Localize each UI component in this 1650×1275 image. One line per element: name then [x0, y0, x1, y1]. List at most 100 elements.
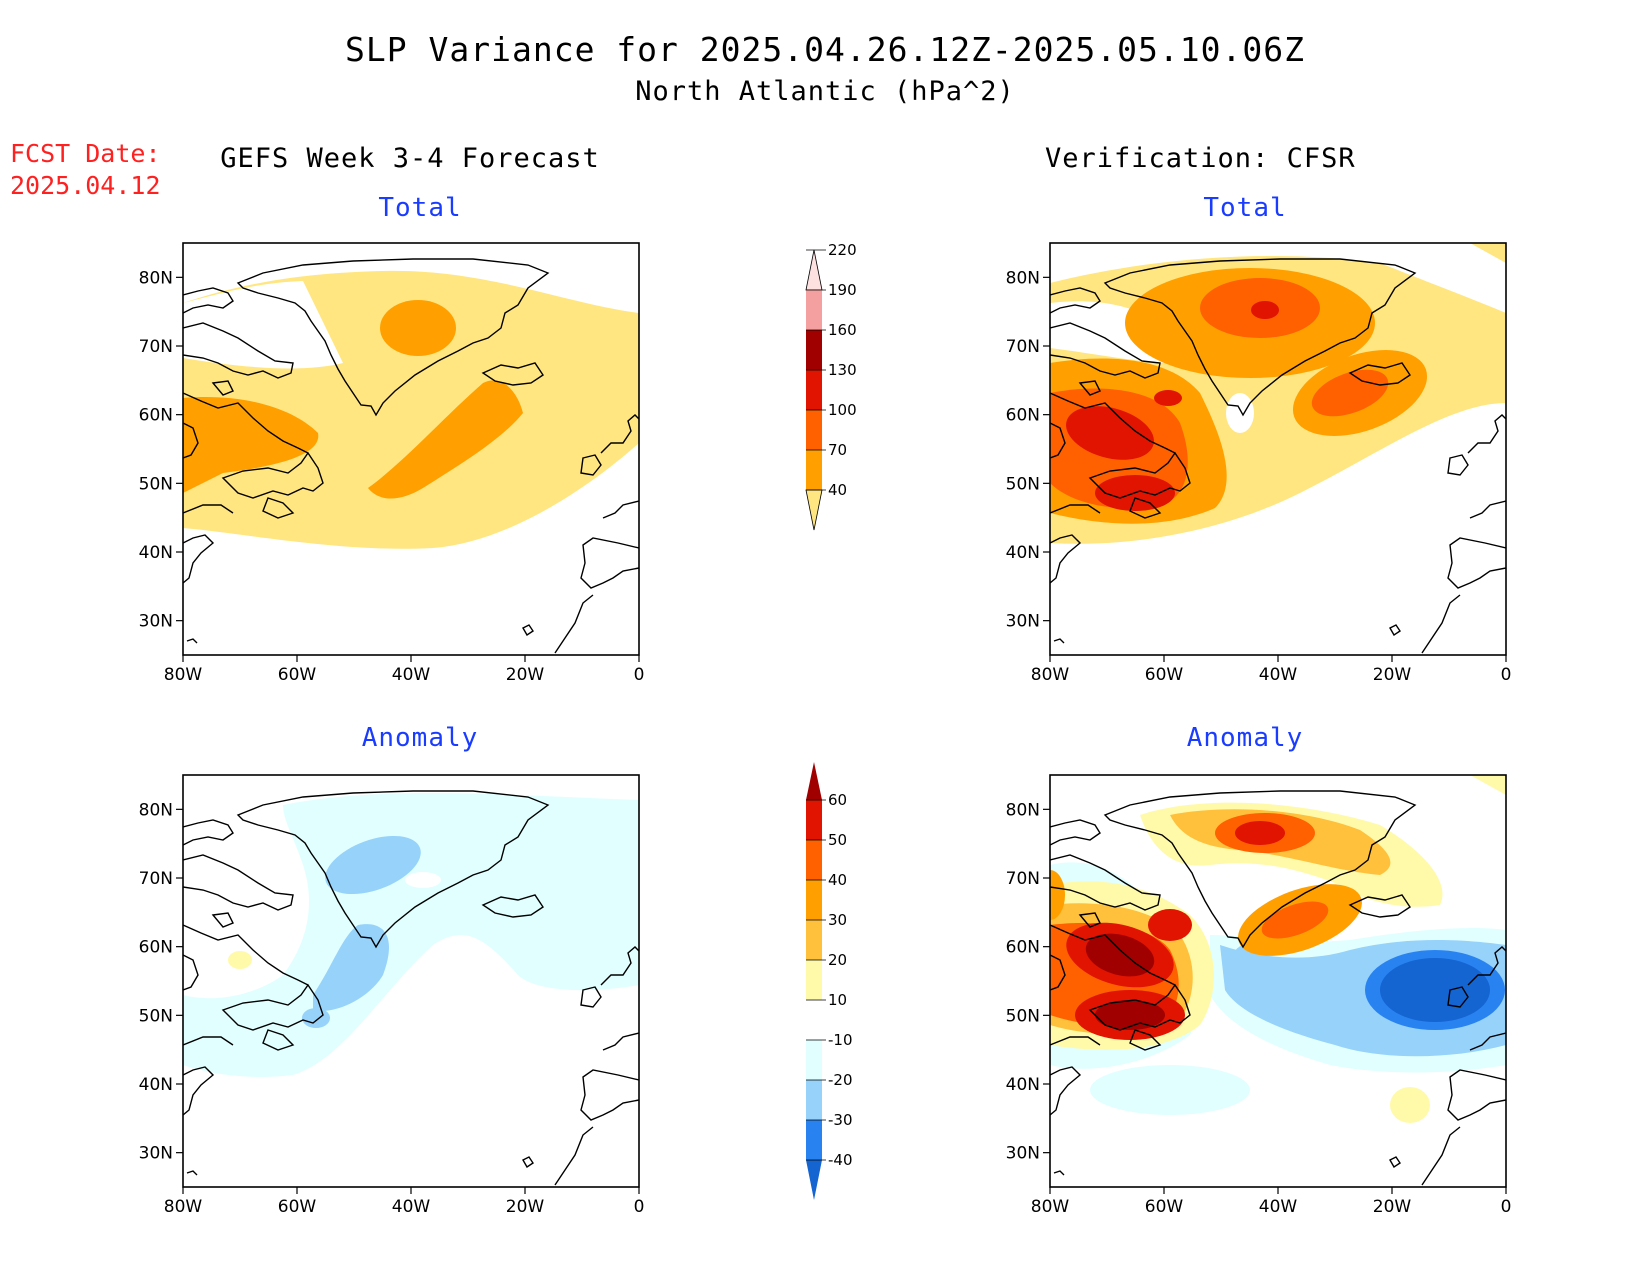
panel-gefs-total: 80N 70N 60N 50N 40N 30N 80W 60W 40W 20W 0	[139, 242, 645, 685]
lat-tick-label: 60N	[1006, 406, 1040, 426]
lon-tick-label: 40W	[392, 665, 431, 685]
colorbar-segment	[806, 880, 822, 920]
contour-region	[1470, 775, 1506, 795]
colorbar-label: 20	[828, 951, 847, 969]
contour-region	[1380, 958, 1490, 1022]
lon-tick-label: 40W	[1259, 1197, 1298, 1217]
panel-label-total-left: Total	[378, 193, 462, 223]
colorbar-segment	[806, 920, 822, 960]
contour-region	[183, 397, 319, 493]
lat-tick-label: 40N	[1006, 1075, 1040, 1095]
right-column-title: Verification: CFSR	[1045, 143, 1356, 174]
colorbar-anomaly: -40 -30 -20 -10 10 20 30 40 50 60	[806, 762, 853, 1200]
lat-tick-label: 40N	[1006, 543, 1040, 563]
colorbar-label: 30	[828, 911, 847, 929]
contour-region	[1235, 821, 1285, 845]
lat-tick-label: 50N	[139, 1006, 173, 1026]
colorbar-segment	[806, 450, 822, 490]
panel-gefs-anomaly: 80N 70N 60N 50N 40N 30N 80W 60W 40W 20W 0	[139, 774, 645, 1217]
lat-tick-label: 70N	[139, 869, 173, 889]
contour-region	[1261, 901, 1329, 939]
contour-region	[1226, 393, 1254, 433]
contour-region	[313, 924, 389, 1011]
colorbar-label: 130	[828, 361, 857, 379]
contour-region	[1470, 243, 1506, 263]
lon-tick-label: 40W	[1259, 665, 1298, 685]
lat-tick-label: 70N	[1006, 869, 1040, 889]
contour-region	[1066, 406, 1154, 460]
colorbar-segment	[806, 410, 822, 450]
contour-region	[1148, 909, 1192, 941]
lat-tick-label: 30N	[139, 1144, 173, 1164]
colorbar-label: 40	[828, 871, 847, 889]
main-title: SLP Variance for 2025.04.26.12Z-2025.05.…	[345, 30, 1305, 69]
lon-tick-label: 20W	[506, 665, 545, 685]
colorbar-label: 40	[828, 481, 847, 499]
contour-region	[325, 835, 421, 895]
lat-tick-label: 80N	[1006, 268, 1040, 288]
colorbar-segment	[806, 840, 822, 880]
lon-tick-label: 20W	[1373, 1197, 1412, 1217]
contour-region	[405, 872, 441, 888]
colorbar-label: 50	[828, 831, 847, 849]
lon-tick-label: 20W	[506, 1197, 545, 1217]
lat-tick-label: 50N	[1006, 474, 1040, 494]
main-subtitle: North Atlantic (hPa^2)	[635, 76, 1015, 107]
lat-tick-label: 60N	[1006, 938, 1040, 958]
lon-tick-label: 0	[634, 665, 645, 685]
panel-cfsr-total: 80N 70N 60N 50N 40N 30N 80W 60W 40W 20W 0	[1006, 242, 1512, 685]
colorbar-segment	[806, 370, 822, 410]
lat-tick-label: 40N	[139, 1075, 173, 1095]
lat-tick-label: 60N	[139, 938, 173, 958]
lat-tick-label: 70N	[1006, 337, 1040, 357]
colorbar-segment	[806, 1040, 822, 1080]
lat-tick-label: 70N	[139, 337, 173, 357]
contour-region	[1231, 945, 1259, 985]
colorbar-label: 60	[828, 791, 847, 809]
colorbar-segment	[806, 960, 822, 1000]
contour-region	[302, 1008, 330, 1028]
lon-tick-label: 60W	[1145, 665, 1184, 685]
lat-tick-label: 60N	[139, 406, 173, 426]
lon-tick-label: 60W	[1145, 1197, 1184, 1217]
lon-tick-label: 80W	[164, 1197, 203, 1217]
contour-region	[1095, 1000, 1165, 1030]
colorbar-label: 190	[828, 281, 857, 299]
panel-label-anomaly-right: Anomaly	[1186, 723, 1304, 753]
colorbar-segment	[806, 1080, 822, 1120]
fcst-date-label: FCST Date:	[10, 139, 161, 168]
lon-tick-label: 0	[1501, 1197, 1512, 1217]
lon-tick-label: 0	[634, 1197, 645, 1217]
colorbar-label: -30	[828, 1111, 853, 1129]
panel-label-total-right: Total	[1203, 193, 1287, 223]
fcst-date-value: 2025.04.12	[10, 171, 161, 200]
colorbar-segment	[806, 800, 822, 840]
contour-region	[183, 281, 343, 369]
lon-tick-label: 20W	[1373, 665, 1412, 685]
contour-region	[1085, 933, 1155, 977]
lat-tick-label: 50N	[1006, 1006, 1040, 1026]
lat-tick-label: 80N	[139, 800, 173, 820]
contour-region	[368, 380, 523, 499]
contour-region	[1311, 369, 1389, 417]
colorbar-label: 70	[828, 441, 847, 459]
contour-region	[183, 793, 639, 1077]
lat-tick-label: 30N	[1006, 612, 1040, 632]
contour-region	[1251, 301, 1279, 319]
contour-region	[1090, 1065, 1250, 1115]
contour-region	[228, 951, 252, 969]
colorbar-label: -20	[828, 1071, 853, 1089]
colorbar-label: 100	[828, 401, 857, 419]
lon-tick-label: 80W	[1031, 665, 1070, 685]
colorbar-segment	[806, 1000, 822, 1040]
panel-label-anomaly-left: Anomaly	[361, 723, 479, 753]
panel-cfsr-anomaly: 80N 70N 60N 50N 40N 30N 80W 60W 40W 20W 0	[1006, 774, 1512, 1217]
lon-tick-label: 0	[1501, 665, 1512, 685]
lon-tick-label: 40W	[392, 1197, 431, 1217]
colorbar-segment	[806, 330, 822, 370]
lat-tick-label: 80N	[1006, 800, 1040, 820]
lon-tick-label: 80W	[164, 665, 203, 685]
contour-region	[1050, 870, 1065, 920]
colorbar-segment	[806, 290, 822, 330]
